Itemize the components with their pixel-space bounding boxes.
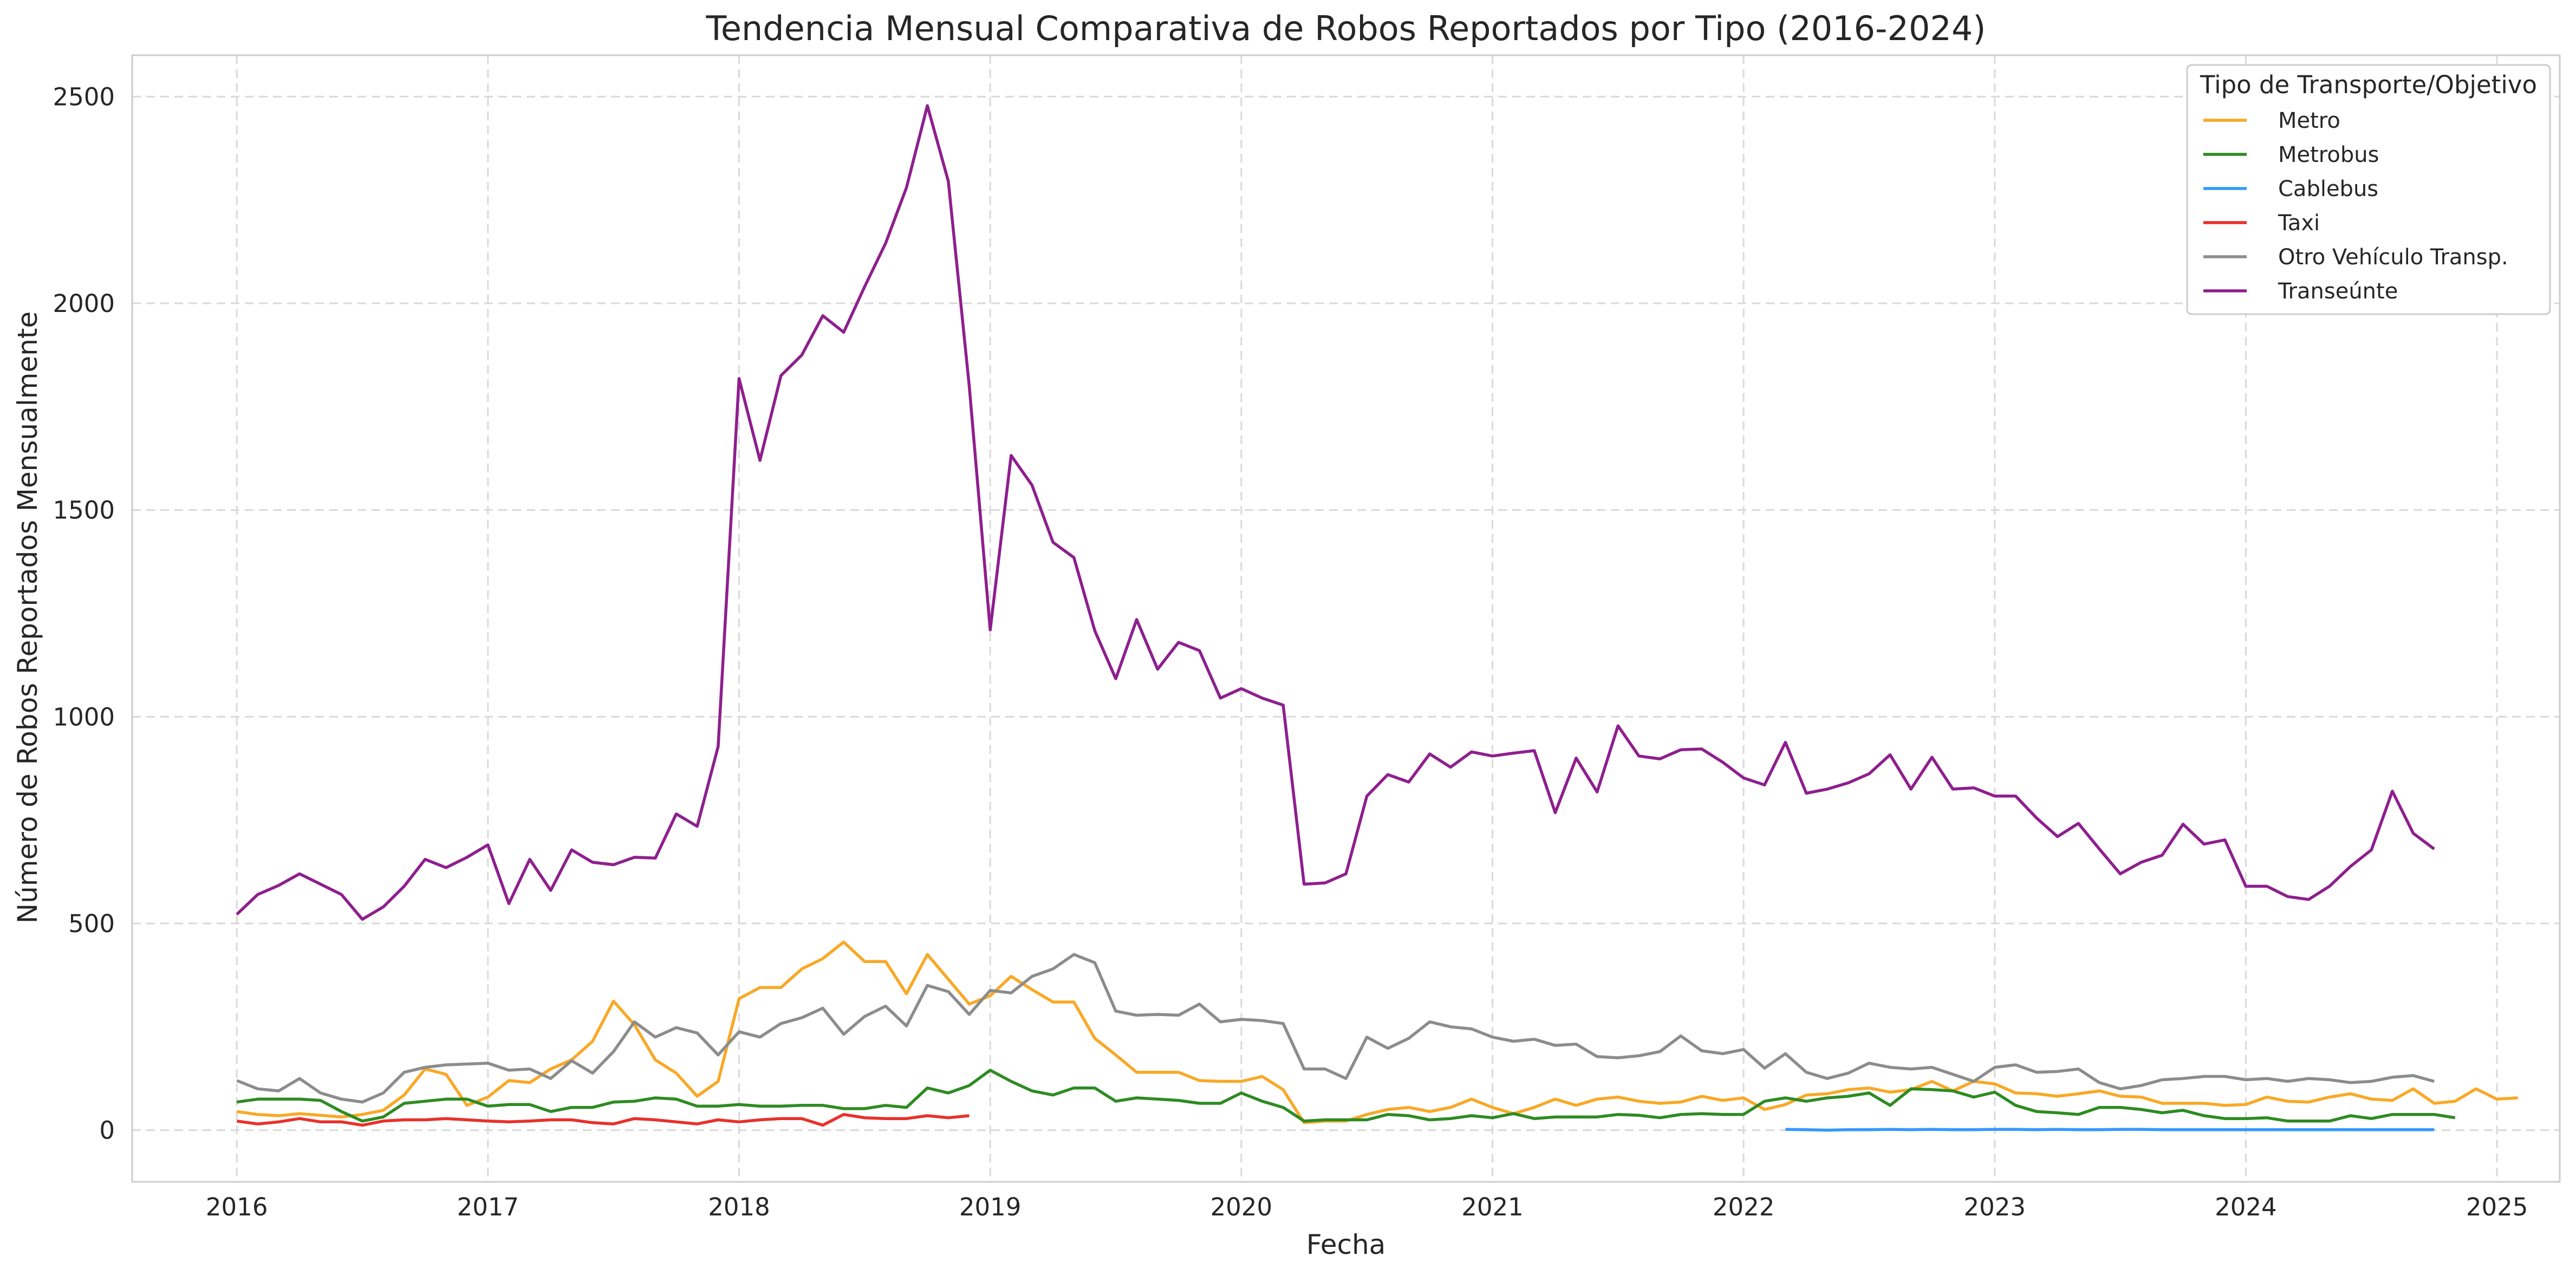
chart-title: Tendencia Mensual Comparativa de Robos R…	[706, 9, 1986, 48]
series-line-metro	[236, 940, 2518, 1124]
x-tick-label: 2019	[959, 1193, 1022, 1221]
y-tick-label: 2000	[53, 289, 115, 318]
series-line-otro-vehiculo-transp	[236, 953, 2435, 1104]
legend-label: Transeúnte	[2278, 279, 2398, 304]
series-layer	[236, 104, 2518, 1132]
y-tick-label: 1000	[53, 702, 115, 731]
x-tick-label: 2016	[206, 1193, 268, 1221]
x-tick-labels: 2016 2017 2018 2019 2020 2021 2022 2023 2024 2025	[206, 1193, 2528, 1221]
y-tick-label: 500	[68, 909, 115, 938]
x-tick-label: 2021	[1461, 1193, 1524, 1221]
legend-box	[2186, 64, 2551, 315]
legend-label: Metro	[2278, 108, 2340, 133]
series-line-metrobus	[236, 1069, 2456, 1123]
y-tick-label: 0	[99, 1116, 115, 1145]
y-tick-labels: 0 500 1000 1500 2000 2500	[53, 82, 115, 1144]
legend-label: Cablebus	[2278, 177, 2378, 201]
x-tick-label: 2023	[1964, 1193, 2026, 1221]
x-tick-label: 2024	[2215, 1193, 2277, 1221]
series-line-transeunte	[236, 104, 2435, 921]
y-tick-label: 1500	[53, 496, 115, 525]
y-axis-label: Número de Robos Reportados Mensualmente	[12, 311, 43, 923]
legend-label: Metrobus	[2278, 142, 2379, 167]
x-tick-label: 2022	[1713, 1193, 1775, 1221]
legend-label: Otro Vehículo Transp.	[2278, 245, 2508, 270]
x-tick-label: 2025	[2466, 1193, 2528, 1221]
legend: Tipo de Transporte/Objetivo Metro Metrobu…	[2186, 64, 2551, 315]
x-axis-label: Fecha	[1306, 1229, 1386, 1260]
series-line-taxi	[236, 1113, 970, 1127]
x-tick-label: 2017	[457, 1193, 519, 1221]
y-tick-label: 2500	[53, 82, 115, 111]
legend-title: Tipo de Transporte/Objetivo	[2200, 70, 2537, 99]
legend-label: Taxi	[2278, 211, 2320, 236]
x-tick-label: 2018	[708, 1193, 770, 1221]
x-tick-label: 2020	[1211, 1193, 1273, 1221]
plot-frame	[131, 54, 2561, 1183]
series-line-cablebus	[1785, 1128, 2435, 1132]
